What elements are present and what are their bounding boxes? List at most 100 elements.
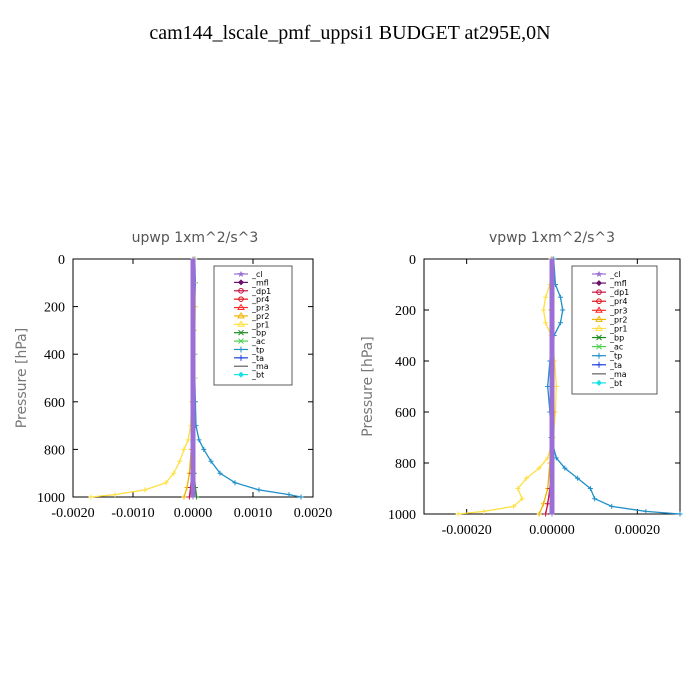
legend-label: _ma bbox=[251, 362, 269, 371]
legend-marker bbox=[596, 271, 602, 277]
legend-marker bbox=[238, 296, 244, 302]
legend-label: _pr1 bbox=[609, 324, 627, 333]
series-point-tp bbox=[201, 446, 207, 452]
legend-label: _cl bbox=[609, 270, 621, 279]
legend-label: _pr4 bbox=[251, 295, 269, 304]
page-title: cam144_lscale_pmf_uppsi1 BUDGET at295E,0… bbox=[149, 22, 551, 44]
legend-marker bbox=[238, 338, 244, 344]
x-tick-label: 0.0010 bbox=[234, 506, 273, 521]
legend-marker bbox=[596, 334, 602, 341]
chart-panel-2: vpwp 1xm^2/s^3 Pressure [hPa] 0 200 400 600 80… bbox=[360, 230, 683, 538]
y-tick-label: 400 bbox=[44, 348, 65, 363]
series-point-pr1 bbox=[545, 455, 551, 461]
x-tick-label: 0.00000 bbox=[529, 523, 575, 538]
legend-box bbox=[213, 265, 293, 386]
y-tick-label: 800 bbox=[395, 457, 416, 472]
legend-label: _pr2 bbox=[251, 312, 269, 321]
legend-label: _dp1 bbox=[251, 287, 271, 296]
x-tick-label: 0.0020 bbox=[294, 506, 333, 521]
legend-label: _pr4 bbox=[609, 297, 627, 306]
series-point-cl bbox=[190, 304, 196, 310]
x-tick-label: -0.0010 bbox=[111, 506, 154, 521]
series-point-pr1 bbox=[481, 508, 487, 514]
legend-marker bbox=[237, 311, 245, 319]
legend-marker bbox=[238, 287, 244, 294]
series-point-dp1 bbox=[543, 511, 549, 517]
legend-marker bbox=[238, 329, 244, 336]
legend-label: _ma bbox=[609, 370, 627, 379]
series-point-cl bbox=[190, 446, 196, 452]
series-point-tp bbox=[643, 508, 649, 514]
series-point-pr1 bbox=[163, 480, 169, 486]
legend-marker bbox=[596, 352, 602, 359]
x-tick-label: 0.0000 bbox=[174, 506, 213, 521]
y-tick-label: 400 bbox=[395, 355, 416, 370]
chart-panel-1: upwp 1xm^2/s^3 Pressure [hPa] 0 200 400 600 80… bbox=[14, 230, 332, 521]
y-tick-label: 200 bbox=[44, 301, 65, 316]
legend-label: _ta bbox=[251, 354, 264, 363]
legend-marker bbox=[238, 346, 244, 353]
series-point-tp bbox=[196, 437, 202, 443]
series-point-pr1 bbox=[185, 437, 191, 443]
legend-label: _bt bbox=[251, 371, 264, 380]
series-point-pr1 bbox=[553, 384, 559, 389]
series-point-pr1 bbox=[536, 465, 542, 471]
legend-marker bbox=[596, 361, 602, 368]
series-point-tp bbox=[562, 465, 568, 471]
legend-marker bbox=[237, 303, 245, 311]
legend-label: _dp1 bbox=[609, 288, 629, 297]
y-tick-label: 600 bbox=[44, 396, 65, 411]
legend-label: _pr2 bbox=[609, 315, 627, 324]
series-point-pr1 bbox=[515, 486, 521, 491]
series-point-cl bbox=[549, 511, 555, 517]
chart-title: upwp 1xm^2/s^3 bbox=[132, 230, 259, 246]
series-point-cl bbox=[549, 307, 555, 313]
x-tick-label: 0.00020 bbox=[615, 523, 661, 538]
chart-title: vpwp 1xm^2/s^3 bbox=[489, 230, 615, 246]
series-point-tp bbox=[558, 320, 564, 326]
series-point-pr2 bbox=[536, 511, 542, 517]
series-point-pr2 bbox=[181, 494, 187, 500]
series-point-pr1 bbox=[171, 470, 177, 476]
legend-marker bbox=[596, 280, 602, 287]
legend-label: _cl bbox=[251, 270, 263, 279]
y-tick-label: 0 bbox=[409, 253, 416, 268]
legend-label: _bp bbox=[251, 329, 266, 338]
series-point-tp bbox=[217, 470, 223, 476]
series-point-pr1 bbox=[112, 492, 118, 498]
series-point-tp bbox=[609, 503, 615, 509]
y-axis-label: Pressure [hPa] bbox=[360, 336, 376, 436]
y-axis-label: Pressure [hPa] bbox=[14, 328, 30, 428]
series-point-tp bbox=[592, 496, 598, 502]
legend-marker bbox=[595, 324, 603, 331]
y-tick-label: 800 bbox=[44, 443, 65, 458]
series-point-cl bbox=[549, 358, 555, 364]
y-tick-label: 1000 bbox=[37, 491, 65, 506]
series-point-tp bbox=[232, 480, 238, 486]
legend: _cl_mfl_dp1_pr4_pr3_pr2_pr1_bp_ac_tp_ta_… bbox=[571, 265, 658, 395]
series-point-tp bbox=[208, 458, 214, 464]
series-line-pr1 bbox=[458, 258, 557, 515]
legend-label: _bp bbox=[609, 334, 624, 343]
series-point-pr1 bbox=[455, 511, 461, 517]
series-point-cl bbox=[190, 351, 196, 357]
series-point-pr1 bbox=[88, 494, 94, 500]
legend-marker bbox=[238, 354, 244, 361]
series-point-cl bbox=[549, 256, 555, 262]
series-point-tp bbox=[677, 511, 683, 517]
legend-marker bbox=[238, 271, 244, 277]
legend-label: _tp bbox=[609, 352, 622, 361]
legend-label: _pr3 bbox=[251, 304, 269, 313]
series-point-tp bbox=[545, 384, 551, 389]
legend-box bbox=[571, 265, 658, 395]
legend-marker bbox=[596, 289, 602, 295]
legend-marker bbox=[595, 315, 603, 322]
legend-marker bbox=[238, 279, 244, 286]
series-point-pr1 bbox=[519, 496, 525, 502]
series-point-tp bbox=[587, 486, 593, 491]
series-point-tp bbox=[575, 475, 581, 481]
legend-label: _ta bbox=[609, 361, 622, 370]
x-tick-label: -0.0020 bbox=[51, 506, 94, 521]
series-point-pr1 bbox=[177, 458, 183, 464]
